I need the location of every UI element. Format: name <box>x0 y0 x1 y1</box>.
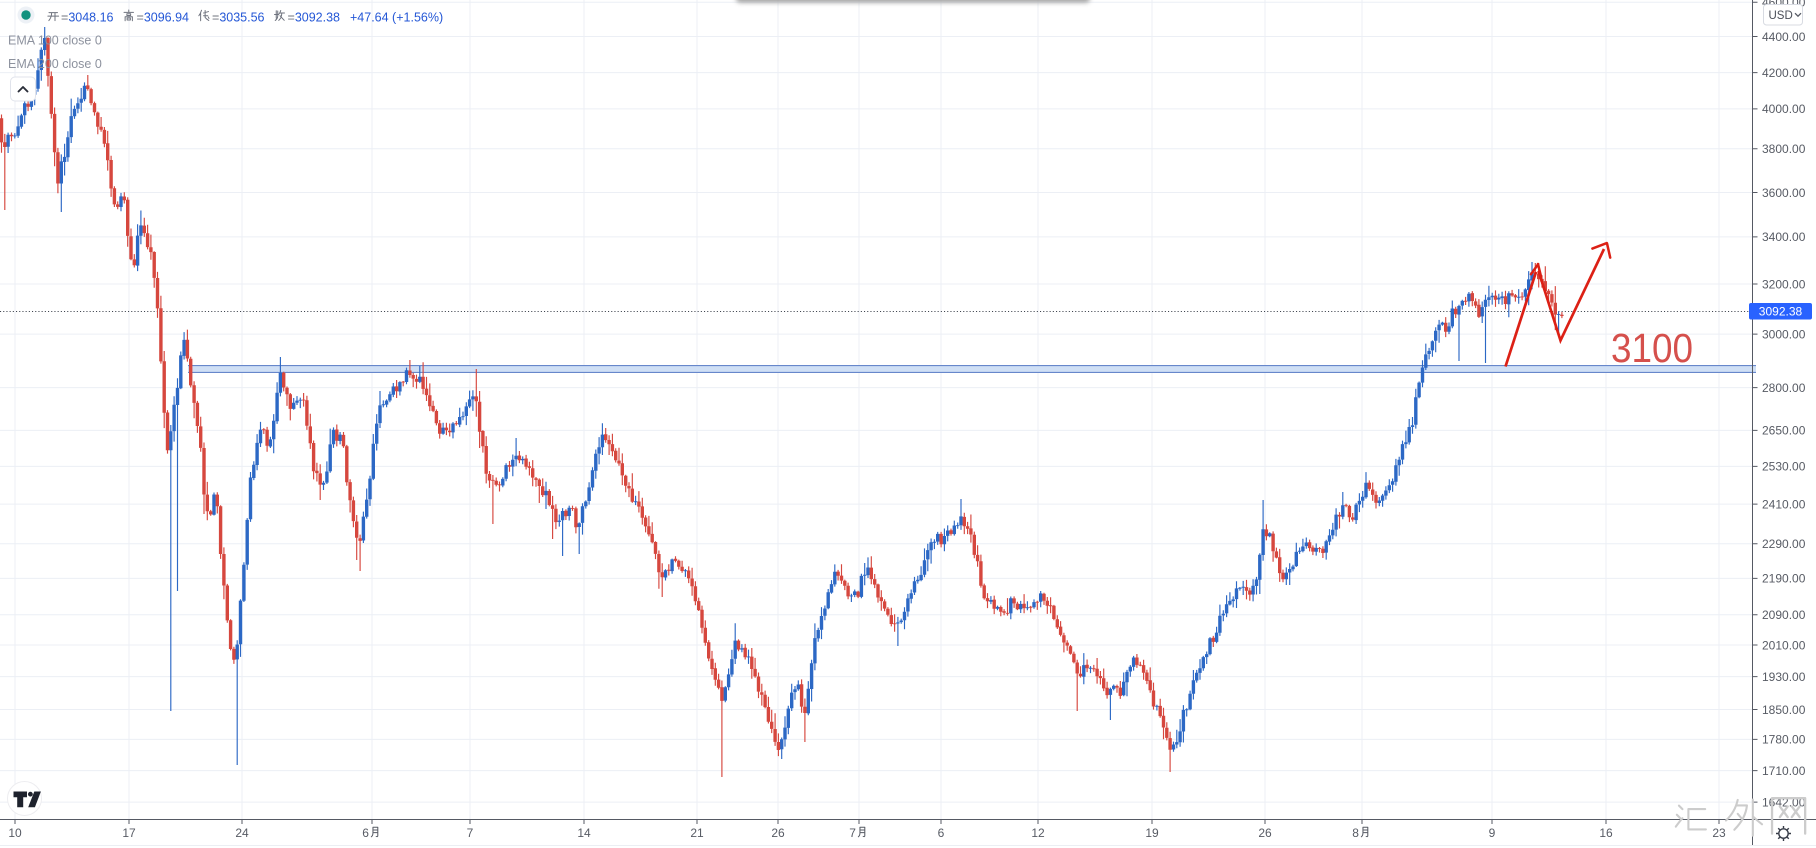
svg-text:2800.00: 2800.00 <box>1762 381 1806 395</box>
svg-text:1930.00: 1930.00 <box>1762 670 1806 684</box>
svg-text:2010.00: 2010.00 <box>1762 638 1806 652</box>
svg-text:EMA 200 close 0: EMA 200 close 0 <box>8 57 102 71</box>
svg-text:3100: 3100 <box>1611 325 1693 371</box>
svg-text:26: 26 <box>771 826 785 840</box>
svg-text:10: 10 <box>8 826 22 840</box>
svg-text:1710.00: 1710.00 <box>1762 764 1806 778</box>
svg-text:=3048.16: =3048.16 <box>61 10 114 24</box>
svg-text:3200.00: 3200.00 <box>1762 277 1806 291</box>
svg-text:1850.00: 1850.00 <box>1762 703 1806 717</box>
svg-text:9: 9 <box>1489 826 1496 840</box>
svg-text:6: 6 <box>938 826 945 840</box>
svg-text:24: 24 <box>235 826 249 840</box>
svg-text:7: 7 <box>467 826 474 840</box>
svg-text:17: 17 <box>122 826 136 840</box>
svg-text:3000.00: 3000.00 <box>1762 327 1806 341</box>
svg-text:2090.00: 2090.00 <box>1762 608 1806 622</box>
svg-text:4400.00: 4400.00 <box>1762 30 1806 44</box>
svg-text:3800.00: 3800.00 <box>1762 142 1806 156</box>
svg-text:6: 6 <box>362 826 369 840</box>
svg-text:=3092.38: =3092.38 <box>288 10 341 24</box>
svg-text:2650.00: 2650.00 <box>1762 424 1806 438</box>
svg-text:USD: USD <box>1769 10 1793 22</box>
svg-text:21: 21 <box>690 826 704 840</box>
svg-text:12: 12 <box>1031 826 1045 840</box>
svg-text:8: 8 <box>1352 826 1359 840</box>
svg-text:16: 16 <box>1599 826 1613 840</box>
svg-text:19: 19 <box>1145 826 1159 840</box>
svg-text:7: 7 <box>849 826 856 840</box>
svg-text:26: 26 <box>1258 826 1272 840</box>
svg-text:14: 14 <box>577 826 591 840</box>
svg-text:2530.00: 2530.00 <box>1762 460 1806 474</box>
svg-text:2290.00: 2290.00 <box>1762 537 1806 551</box>
svg-text:EMA 100 close 0: EMA 100 close 0 <box>8 34 102 48</box>
svg-text:23: 23 <box>1712 826 1726 840</box>
svg-text:2410.00: 2410.00 <box>1762 497 1806 511</box>
svg-text:4200.00: 4200.00 <box>1762 66 1806 80</box>
svg-text:3600.00: 3600.00 <box>1762 186 1806 200</box>
svg-text:3092.38: 3092.38 <box>1759 305 1803 319</box>
svg-text:3400.00: 3400.00 <box>1762 230 1806 244</box>
svg-text:1780.00: 1780.00 <box>1762 733 1806 747</box>
svg-text:=3035.56: =3035.56 <box>212 10 265 24</box>
svg-text:=3096.94: =3096.94 <box>137 10 190 24</box>
svg-text:+47.64 (+1.56%): +47.64 (+1.56%) <box>350 10 443 24</box>
svg-text:4000.00: 4000.00 <box>1762 102 1806 116</box>
svg-text:2190.00: 2190.00 <box>1762 572 1806 586</box>
